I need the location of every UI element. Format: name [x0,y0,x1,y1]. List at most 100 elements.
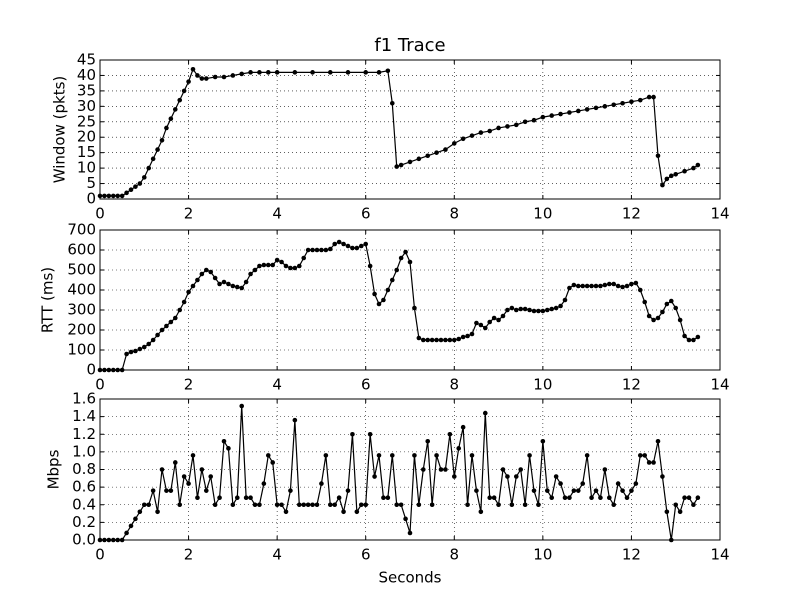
data-point [629,99,634,104]
data-point [664,176,670,182]
data-point [150,488,156,493]
data-point [691,165,696,171]
data-point [164,488,169,493]
data-point [451,474,457,479]
x-tick-label: 6 [361,205,371,223]
y-tick-label: 600 [67,241,96,259]
data-point [460,136,466,142]
data-point [186,289,191,295]
data-point [540,439,546,444]
y-tick-label: 1.0 [72,442,96,460]
data-point [460,334,466,340]
data-point [642,299,648,305]
data-point [580,283,586,289]
data-point [292,417,298,423]
data-point [633,481,639,486]
data-point [496,502,501,508]
data-point [531,117,537,123]
data-point [345,243,351,249]
data-point [212,502,218,508]
data-point [150,156,156,162]
data-point [305,247,311,253]
data-point [536,502,541,508]
y-tick-label: 100 [67,341,96,359]
x-tick-label: 0 [95,205,105,223]
data-point [682,168,687,174]
data-point [230,73,236,78]
chart-title: f1 Trace [374,35,445,56]
axes-frame [99,59,721,200]
data-point [491,495,497,501]
data-point [487,495,493,501]
data-point [637,97,643,103]
data-point [429,337,435,343]
data-point [128,523,134,529]
data-point [491,315,497,321]
data-point [575,108,581,114]
data-point [522,306,528,312]
data-point [438,467,444,472]
data-point [314,247,320,253]
data-point [478,509,484,515]
data-point [469,331,475,337]
data-point [518,467,524,472]
data-point [376,453,382,458]
data-point [536,308,541,314]
y-tick-label: 30 [77,97,96,115]
y-tick-label: 0.2 [72,513,96,531]
data-point [310,247,315,253]
y-axis-label: Window (pkts) [51,76,69,184]
data-point [500,467,506,472]
data-point [509,502,515,508]
data-point [292,265,298,271]
data-point [398,162,404,168]
data-point [265,262,271,268]
data-point [141,175,147,180]
data-point [203,488,209,493]
data-point [505,124,510,129]
data-point [164,323,169,329]
data-point [327,246,333,252]
data-point [199,467,205,472]
data-point [234,284,240,290]
data-point [513,307,519,313]
y-tick-label: 5 [86,174,96,192]
data-point [447,431,453,437]
x-tick-label: 10 [533,546,552,564]
data-point [513,122,519,128]
data-point [584,283,590,289]
data-point [363,70,369,75]
data-point [412,305,417,311]
x-tick-label: 6 [361,546,371,564]
data-point [381,297,386,303]
data-point [394,267,400,273]
data-point [553,474,559,479]
data-point [646,313,652,319]
data-point [124,351,129,357]
data-point [637,287,643,293]
data-point [358,243,364,249]
data-point [518,306,524,312]
data-point [606,281,612,287]
data-point [478,130,484,135]
data-point [420,467,426,472]
data-point [416,156,422,162]
data-point [119,193,125,199]
data-point [553,305,559,311]
x-tick-label: 12 [622,546,641,564]
data-point [296,263,302,269]
data-point [558,303,563,309]
data-point [416,502,422,508]
data-point [367,263,373,269]
data-point [288,265,293,271]
x-axis-label: Seconds [378,569,441,587]
axes-frame [99,229,721,371]
y-tick-label: 0.4 [72,495,96,513]
y-tick-label: 0.0 [72,531,96,549]
data-point [646,94,652,100]
data-point [456,336,462,342]
data-point [651,460,656,465]
data-point [660,474,665,479]
data-point [660,182,665,188]
